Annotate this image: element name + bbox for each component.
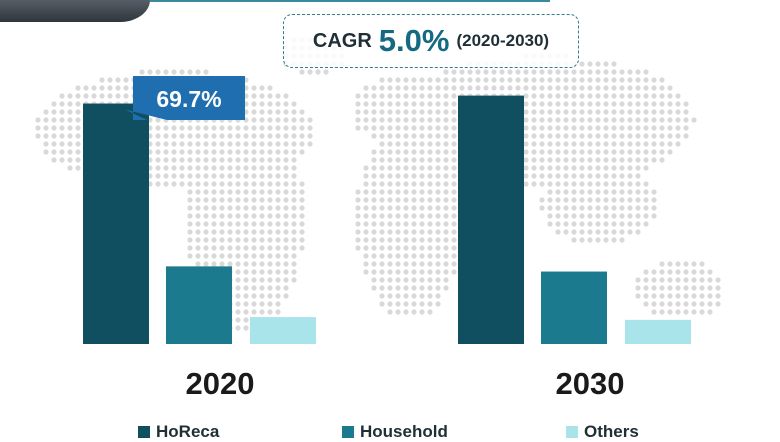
bar-others-2030 <box>625 319 691 344</box>
legend-item-horeca: HoReca <box>138 422 219 442</box>
legend-label-household: Household <box>360 422 448 441</box>
legend-swatch-horeca <box>138 426 150 438</box>
x-tick-label-2030: 2030 <box>556 366 625 401</box>
legend-item-others: Others <box>566 422 639 442</box>
legend-label-others: Others <box>584 422 639 441</box>
bar-horeca-2030 <box>458 95 524 344</box>
cagr-label: CAGR <box>312 29 372 52</box>
legend-item-household: Household <box>342 422 448 442</box>
legend-swatch-household <box>342 426 354 438</box>
bar-others-2020 <box>250 317 316 344</box>
x-tick-label-2020: 2020 <box>186 366 255 401</box>
legend-label-horeca: HoReca <box>156 422 220 441</box>
cagr-period: (2020-2030) <box>456 31 550 50</box>
legend-swatch-others <box>566 426 578 438</box>
legend: HoReca Household Others <box>0 420 780 442</box>
callout-bubble <box>125 76 245 120</box>
cagr-box: CAGR 5.0% (2020-2030) <box>283 14 579 68</box>
bar-chart: 2020 2030 69.7% <box>83 76 691 401</box>
bar-horeca-2020 <box>83 103 149 344</box>
callout-annotation: 69.7% <box>125 76 245 120</box>
bar-household-2020 <box>166 266 232 344</box>
header-line <box>150 0 550 2</box>
bar-household-2030 <box>541 271 607 344</box>
cagr-value: 5.0% <box>378 23 450 58</box>
header-decoration <box>0 0 150 22</box>
callout-value: 69.7% <box>156 86 221 112</box>
